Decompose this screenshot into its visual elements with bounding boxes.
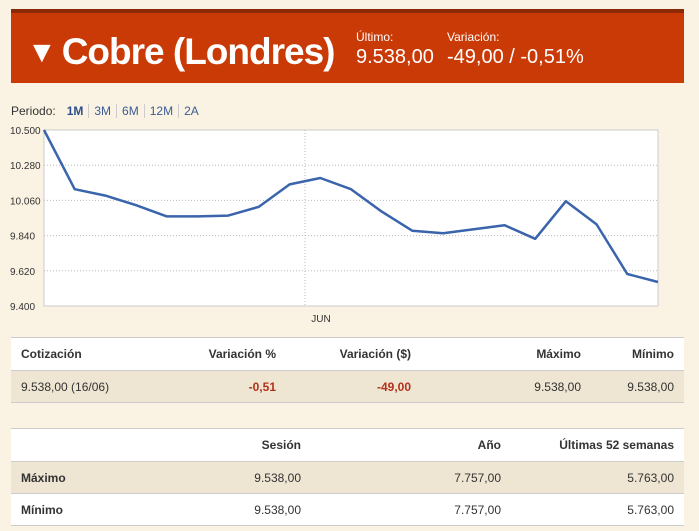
row-label-maximo: Máximo: [11, 461, 151, 494]
instrument-title: ▼ Cobre (Londres): [27, 31, 336, 73]
col-sesion: Sesión: [151, 428, 311, 462]
quote-table: Cotización Variación % Variación ($) Máx…: [11, 337, 684, 403]
change-value: -49,00 / -0,51%: [447, 46, 584, 68]
table-row: Máximo 9.538,00 7.757,00 5.763,00: [11, 461, 684, 494]
cotizacion-value: 9.538,00 (16/06): [11, 370, 161, 403]
y-tick-label: 10.060: [10, 196, 41, 207]
period-12m[interactable]: 12M: [143, 104, 179, 118]
y-tick-label: 9.840: [10, 232, 35, 243]
down-arrow-icon: ▼: [27, 36, 57, 69]
period-selector: Periodo: 1M 3M 6M 12M 2A: [11, 104, 204, 118]
table-row: Mínimo 9.538,00 7.757,00 5.763,00: [11, 493, 684, 526]
range-table: Sesión Año Últimas 52 semanas Máximo 9.5…: [11, 428, 684, 526]
change-block: Variación: -49,00 / -0,51%: [447, 31, 584, 70]
change-label: Variación:: [447, 30, 500, 44]
price-chart: 10.500 10.280 10.060 9.840 9.620 9.400 JUN: [10, 126, 659, 325]
maximo-value: 9.538,00: [421, 370, 591, 403]
instrument-name: Cobre (Londres): [61, 31, 336, 72]
col-variacion-usd: Variación ($): [286, 337, 421, 371]
row-label-minimo: Mínimo: [11, 493, 151, 526]
ano-maximo: 7.757,00: [311, 461, 511, 494]
x-tick-label: JUN: [311, 314, 330, 325]
quote-header: ▼ Cobre (Londres) Último: 9.538,00 Variac…: [11, 9, 684, 83]
semanas-minimo: 5.763,00: [511, 493, 684, 526]
y-tick-label: 10.500: [10, 126, 41, 137]
period-3m[interactable]: 3M: [88, 104, 117, 118]
col-minimo: Mínimo: [591, 337, 684, 371]
y-tick-label: 9.620: [10, 267, 35, 278]
price-line: [42, 129, 659, 284]
period-6m[interactable]: 6M: [116, 104, 144, 118]
minimo-value: 9.538,00: [591, 370, 684, 403]
ano-minimo: 7.757,00: [311, 493, 511, 526]
col-ano: Año: [311, 428, 511, 462]
col-52-semanas: Últimas 52 semanas: [511, 428, 684, 462]
col-variacion-pct: Variación %: [161, 337, 286, 371]
range-table-header: Sesión Año Últimas 52 semanas: [11, 428, 684, 462]
table-row: 9.538,00 (16/06) -0,51 -49,00 9.538,00 9…: [11, 370, 684, 403]
plot-area: [43, 129, 659, 307]
period-1m[interactable]: 1M: [66, 104, 84, 118]
col-empty: [11, 428, 151, 462]
last-price-block: Último: 9.538,00: [356, 31, 434, 70]
last-price-value: 9.538,00: [356, 46, 434, 68]
y-tick-label: 10.280: [10, 161, 41, 172]
col-cotizacion: Cotización: [11, 337, 161, 371]
quote-table-header: Cotización Variación % Variación ($) Máx…: [11, 337, 684, 371]
sesion-minimo: 9.538,00: [151, 493, 311, 526]
last-price-label: Último:: [356, 30, 394, 44]
variacion-usd-value: -49,00: [286, 370, 421, 403]
y-tick-label: 9.400: [10, 302, 35, 313]
period-2a[interactable]: 2A: [178, 104, 204, 118]
period-label: Periodo:: [11, 104, 56, 118]
col-maximo: Máximo: [421, 337, 591, 371]
variacion-pct-value: -0,51: [161, 370, 286, 403]
sesion-maximo: 9.538,00: [151, 461, 311, 494]
semanas-maximo: 5.763,00: [511, 461, 684, 494]
